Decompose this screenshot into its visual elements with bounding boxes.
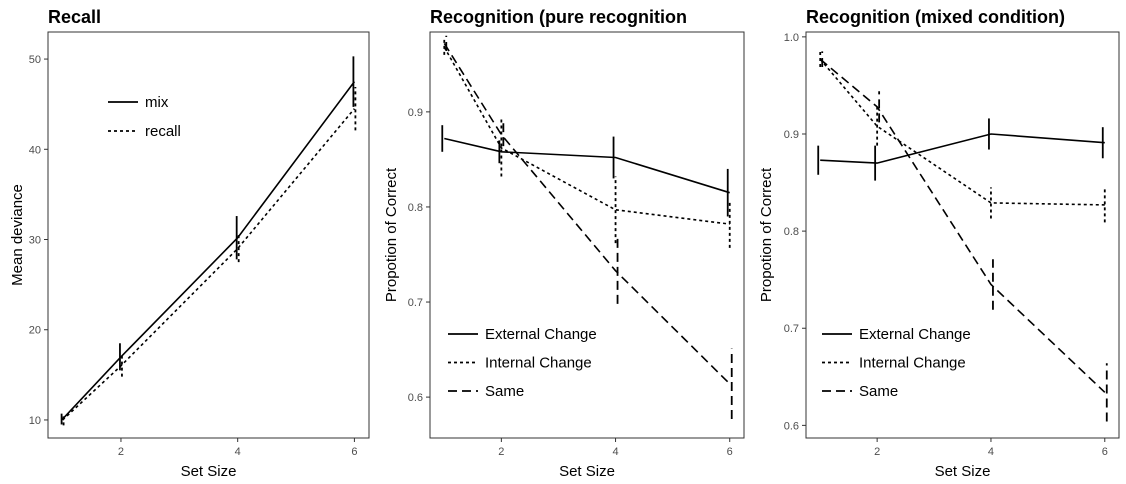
chart-panel-2: Recognition (pure recognition 2 4 6 0.6 0.7 0.… — [383, 7, 745, 480]
x-tick-label: 2 — [874, 446, 880, 458]
legend-label: Internal Change — [859, 355, 966, 372]
chart-panel-3: Recognition (mixed condition) 2 4 6 0.6 0.7 0.… — [758, 7, 1120, 480]
x-tick-label: 4 — [235, 446, 241, 458]
x-tick-label: 4 — [612, 446, 618, 458]
y-tick-label: 30 — [29, 235, 41, 247]
x-axis-title: Set Size — [935, 463, 991, 480]
x-tick-label: 6 — [351, 446, 357, 458]
series-line-same — [443, 42, 731, 385]
y-tick-label: 40 — [29, 144, 41, 156]
x-axis-title: Set Size — [181, 463, 237, 480]
series-line-internal-change — [819, 58, 1105, 206]
plot-border — [47, 31, 370, 439]
series-line-mix — [62, 81, 356, 420]
y-axis-title: Propotion of Correct — [383, 167, 400, 302]
y-tick-label: 0.7 — [784, 323, 799, 335]
legend-label: External Change — [485, 326, 597, 343]
y-tick-label: 0.6 — [784, 420, 799, 432]
y-tick-label: 0.6 — [408, 392, 423, 404]
legend-label: mix — [145, 94, 169, 111]
plot-border — [805, 31, 1120, 439]
y-axis-title: Mean deviance — [9, 184, 26, 286]
chart-title: Recognition (mixed condition) — [806, 7, 1065, 27]
plot-border — [429, 31, 745, 439]
y-tick-label: 10 — [29, 415, 41, 427]
y-tick-label: 20 — [29, 325, 41, 337]
series-line-recall — [62, 108, 356, 421]
y-tick-label: 0.9 — [408, 107, 423, 119]
x-tick-label: 6 — [727, 446, 733, 458]
x-tick-label: 2 — [498, 446, 504, 458]
y-tick-label: 0.7 — [408, 297, 423, 309]
series-line-external-change — [444, 137, 730, 194]
y-tick-label: 1.0 — [784, 32, 799, 44]
x-tick-label: 4 — [988, 446, 994, 458]
legend-label: Same — [859, 383, 898, 400]
series-line-external-change — [820, 133, 1105, 164]
y-axis-title: Propotion of Correct — [758, 167, 775, 302]
x-tick-label: 6 — [1102, 446, 1108, 458]
chart-panel-1: Recall 2 4 6 10 20 30 40 50 Set Size Mean deviance… — [9, 7, 370, 480]
chart-title: Recall — [48, 7, 101, 27]
chart-title: Recognition (pure recognition — [430, 7, 687, 27]
x-tick-label: 2 — [118, 446, 124, 458]
y-tick-label: 0.8 — [784, 226, 799, 238]
y-tick-label: 0.8 — [408, 202, 423, 214]
legend-label: Internal Change — [485, 355, 592, 372]
legend-label: recall — [145, 123, 181, 140]
y-tick-label: 0.9 — [784, 129, 799, 141]
x-axis-title: Set Size — [559, 463, 615, 480]
legend-label: External Change — [859, 326, 971, 343]
legend-label: Same — [485, 383, 524, 400]
series-line-internal-change — [443, 46, 730, 225]
y-tick-label: 50 — [29, 54, 41, 66]
